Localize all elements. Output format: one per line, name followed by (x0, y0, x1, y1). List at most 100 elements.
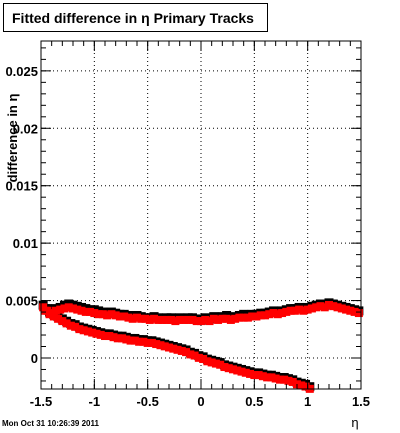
data-point (169, 344, 178, 353)
y-tick-label: 0.005 (5, 294, 38, 309)
data-point (231, 314, 240, 323)
data-point (113, 334, 122, 343)
data-point (297, 381, 306, 390)
data-point (143, 338, 152, 347)
data-point (237, 367, 246, 376)
x-tick-label: -1 (89, 394, 101, 409)
data-point (62, 319, 71, 328)
y-tick-label: 0.015 (5, 179, 38, 194)
data-point (295, 305, 304, 314)
data-point (115, 312, 124, 321)
data-point (197, 317, 205, 326)
data-point (184, 315, 193, 324)
data-point (301, 382, 310, 391)
data-point (96, 330, 105, 339)
x-tick-label: -1.5 (30, 394, 52, 409)
y-tick-label: 0.01 (13, 236, 38, 251)
data-point (246, 369, 255, 378)
data-point (325, 301, 333, 310)
data-point (333, 303, 342, 312)
grid-lines (40, 41, 362, 389)
data-point (79, 326, 88, 335)
data-point (235, 313, 244, 322)
data-point (122, 335, 131, 344)
data-point (64, 303, 73, 312)
data-point (201, 315, 210, 324)
data-point (105, 332, 114, 341)
data-point (186, 350, 195, 359)
y-axis-label: difference in η (5, 94, 20, 183)
data-point (137, 314, 146, 323)
data-point (229, 365, 237, 374)
data-point (316, 302, 325, 311)
data-point (83, 327, 92, 336)
data-point (158, 315, 167, 324)
data-point (284, 376, 293, 385)
data-point (192, 317, 201, 326)
data-point (51, 306, 60, 315)
data-point (290, 306, 299, 315)
data-point (160, 342, 169, 351)
data-point (299, 306, 308, 315)
data-point (124, 313, 133, 322)
data-point (152, 340, 161, 349)
data-point (226, 315, 235, 324)
y-tick-label: 0 (31, 351, 38, 366)
data-point (307, 304, 316, 313)
data-point (81, 307, 90, 316)
y-tick-label: 0.02 (13, 121, 38, 136)
data-point (261, 311, 269, 320)
data-point (258, 372, 267, 381)
data-point (252, 312, 261, 321)
data-point (256, 311, 265, 320)
data-point (133, 313, 141, 322)
data-point (280, 375, 289, 384)
data-point (269, 309, 278, 318)
data-point (209, 314, 218, 323)
data-point (203, 357, 212, 366)
y-tick-label: 0.025 (5, 64, 38, 79)
data-point (218, 314, 227, 323)
x-tick-label: 1.5 (352, 394, 370, 409)
data-point (182, 348, 191, 357)
data-point (156, 341, 165, 350)
tick-labels: -1.5 -1 -0.5 0 0.5 1 1.5 0 0.005 0.01 0.015 0.02 0.0… (5, 64, 370, 409)
data-point (275, 375, 284, 384)
data-point (171, 317, 180, 326)
data-point (98, 310, 107, 319)
data-point (73, 305, 82, 314)
data-point (173, 345, 182, 354)
data-point (101, 332, 109, 341)
data-point (216, 360, 225, 369)
data-point (222, 314, 231, 323)
data-point (177, 346, 186, 355)
chart-title: Fitted difference in η Primary Tracks (12, 10, 254, 26)
data-point (278, 309, 287, 318)
data-point (141, 314, 150, 323)
data-point (147, 338, 156, 347)
data-point (49, 312, 58, 321)
data-point (92, 329, 101, 338)
timestamp-footer: Mon Oct 31 10:26:39 2011 (2, 419, 99, 428)
x-tick-label: 0.5 (245, 394, 263, 409)
data-point (282, 307, 291, 316)
x-tick-label: 0 (197, 394, 204, 409)
data-point (241, 368, 250, 377)
data-point (337, 304, 346, 313)
data-point (267, 373, 276, 382)
data-point (273, 310, 282, 319)
data-point (77, 306, 86, 315)
data-point (329, 302, 338, 311)
data-point (194, 353, 203, 362)
data-point (211, 359, 220, 368)
data-point (288, 377, 297, 386)
data-point (207, 358, 216, 367)
data-point (90, 309, 99, 318)
data-point (175, 315, 184, 324)
data-point (111, 311, 120, 320)
data-point (214, 315, 223, 324)
data-point (71, 322, 80, 331)
x-tick-label: 1 (304, 394, 311, 409)
data-point (54, 314, 63, 323)
data-point (248, 312, 257, 321)
